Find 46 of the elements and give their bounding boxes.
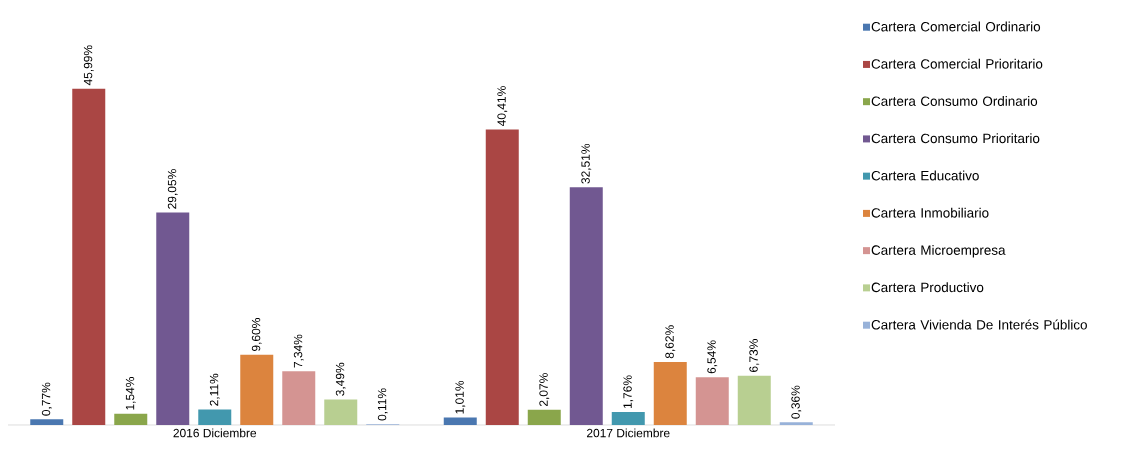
data-label: 0,77% <box>41 382 52 416</box>
bar <box>779 422 813 425</box>
data-label: 45,99% <box>83 45 94 86</box>
legend-label: Cartera Comercial Ordinario <box>871 21 1041 32</box>
bar <box>443 417 477 425</box>
data-label: 29,05% <box>167 169 178 209</box>
data-label: 1,01% <box>455 380 466 414</box>
bar <box>324 399 358 425</box>
data-label: 0,36% <box>791 385 802 419</box>
data-label: 3,49% <box>335 362 346 396</box>
x-tick-label: 2016 Diciembre <box>173 428 257 438</box>
legend-label: Cartera Educativo <box>871 170 979 181</box>
data-label: 2,07% <box>539 373 550 407</box>
legend-label: Cartera Vivienda De Interés Público <box>871 319 1087 330</box>
data-label: 0,11% <box>377 388 388 421</box>
bar <box>198 409 232 425</box>
data-label: 1,54% <box>125 377 136 410</box>
data-label: 7,34% <box>293 334 304 368</box>
bar <box>114 413 148 425</box>
data-label: 9,60% <box>251 318 262 352</box>
data-label: 6,54% <box>707 340 718 374</box>
data-label: 6,73% <box>749 339 760 372</box>
bar <box>72 88 106 425</box>
data-label: 8,62% <box>665 325 676 359</box>
legend-label: Cartera Productivo <box>871 282 984 293</box>
bar <box>611 412 645 425</box>
data-label: 32,51% <box>581 143 592 184</box>
legend-label: Cartera Microempresa <box>871 245 1006 258</box>
legend-label: Cartera Inmobiliario <box>871 207 989 218</box>
bar <box>156 212 190 425</box>
bar <box>527 409 561 425</box>
bar <box>569 187 603 425</box>
data-label: 40,41% <box>497 86 508 127</box>
bar <box>737 375 771 425</box>
x-tick-label: 2017 Diciembre <box>586 428 670 438</box>
legend-label: Cartera Comercial Prioritario <box>871 58 1043 69</box>
bar <box>282 371 316 425</box>
bar <box>240 354 274 425</box>
bar <box>653 361 687 425</box>
data-label: 2,11% <box>209 373 220 406</box>
legend-label: Cartera Consumo Ordinario <box>871 96 1038 106</box>
bar <box>695 377 729 425</box>
bar <box>30 419 64 425</box>
legend-label: Cartera Consumo Prioritario <box>871 133 1040 144</box>
bar <box>485 129 519 425</box>
data-label: 1,76% <box>623 375 634 409</box>
